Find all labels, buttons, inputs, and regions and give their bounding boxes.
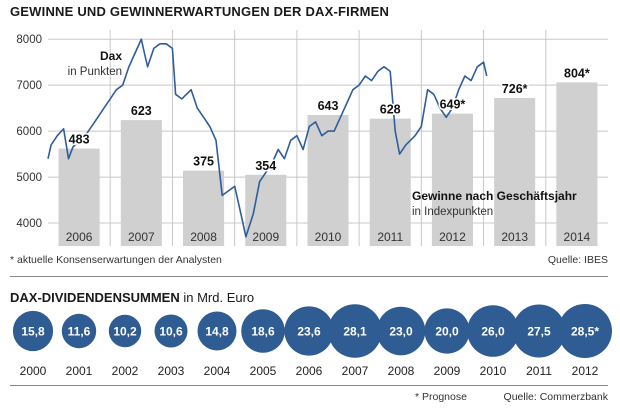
profit-bar	[494, 98, 536, 246]
dividend-bubble	[241, 309, 285, 353]
dividend-year-label: 2003	[158, 364, 185, 378]
bar-value-label: 375	[193, 155, 214, 169]
y-tick-label: 8000	[16, 34, 42, 46]
bar-value-label: 726*	[502, 82, 528, 96]
dividend-year-label: 2006	[296, 364, 323, 378]
dividend-value-label: 23,6	[297, 325, 321, 339]
profit-bar	[120, 120, 162, 246]
dividend-year-label: 2009	[434, 364, 461, 378]
dax-line	[47, 38, 488, 238]
profit-bar	[369, 118, 411, 246]
x-tick-label: 2013	[501, 230, 528, 244]
y-tick-label: 4000	[16, 218, 42, 230]
dividend-year-label: 2010	[480, 364, 507, 378]
profit-bar	[556, 82, 598, 247]
section-divider	[10, 276, 608, 277]
dividend-year-label: 2012	[572, 364, 599, 378]
dividend-value-label: 10,2	[113, 325, 137, 339]
x-tick-label: 2008	[190, 230, 217, 244]
chart-title: GEWINNE UND GEWINNERWARTUNGEN DER DAX-FI…	[10, 4, 390, 19]
dax-annotation-title: Dax	[100, 49, 122, 63]
x-tick-label: 2011	[377, 230, 403, 244]
bar-value-label: 623	[131, 104, 152, 118]
x-tick-label: 2014	[564, 230, 591, 244]
bottom-source: Quelle: Commerzbank	[503, 391, 608, 403]
top-source: Quelle: IBES	[547, 254, 608, 266]
bar-value-label: 483	[69, 133, 90, 147]
bar-value-label: 649*	[440, 98, 466, 112]
dividend-title-bold: DAX-DIVIDENDENSUMMEN	[10, 290, 180, 305]
dax-annotation-sub: in Punkten	[68, 66, 122, 78]
dividend-bubble	[284, 306, 334, 356]
dividend-bubble	[197, 311, 237, 351]
y-tick-label: 6000	[16, 126, 42, 138]
profit-bar	[431, 113, 473, 247]
profit-bar	[245, 174, 287, 246]
profit-bar	[58, 148, 100, 246]
dividend-title: DAX-DIVIDENDENSUMMEN in Mrd. Euro	[10, 290, 254, 305]
dividend-value-label: 27,5	[527, 325, 551, 339]
dividend-bubble	[61, 313, 97, 349]
dividend-year-label: 2007	[342, 364, 369, 378]
x-tick-label: 2012	[439, 230, 466, 244]
x-tick-label: 2007	[128, 230, 155, 244]
dividend-value-label: 28,1	[343, 325, 367, 339]
top-footnote: * aktuelle Konsenserwartungen der Analys…	[10, 254, 222, 266]
x-tick-label: 2006	[66, 230, 93, 244]
dividend-bubble	[512, 304, 566, 358]
x-tick-label: 2009	[252, 230, 279, 244]
dividend-year-label: 2008	[388, 364, 415, 378]
dividend-value-label: 26,0	[481, 325, 505, 339]
profit-bar	[183, 170, 225, 246]
dividend-value-label: 11,6	[68, 325, 91, 339]
dividend-bubble	[328, 304, 382, 358]
dividend-bubble	[424, 308, 470, 354]
dividend-year-label: 2000	[20, 364, 47, 378]
dividend-year-label: 2001	[66, 364, 93, 378]
dividend-value-label: 10,6	[159, 325, 183, 339]
bar-value-label: 804*	[564, 66, 590, 80]
dividend-year-label: 2004	[204, 364, 231, 378]
dividend-year-label: 2011	[526, 364, 552, 378]
profit-annotation-title: Gewinne nach Geschäftsjahr	[412, 189, 577, 203]
dividend-bubble	[108, 314, 142, 348]
dividend-bubble	[376, 306, 426, 356]
dividend-year-label: 2002	[112, 364, 139, 378]
x-tick-label: 2010	[315, 230, 342, 244]
dividend-bubble	[467, 305, 519, 357]
dividend-value-label: 14,8	[205, 325, 229, 339]
dividend-bubble	[558, 304, 612, 358]
dividend-bubble	[12, 310, 54, 352]
bottom-divider	[10, 385, 608, 386]
dividend-year-label: 2005	[250, 364, 277, 378]
profits-dax-chart: 4000 5000 6000 7000 8000 2006 2007 2008 2009 2010…	[16, 30, 608, 247]
dividend-title-unit: in Mrd. Euro	[179, 290, 255, 305]
dividend-value-label: 15,8	[21, 325, 45, 339]
dividend-value-label: 18,6	[251, 325, 275, 339]
profit-bar	[307, 115, 349, 247]
dividend-bubble	[154, 314, 188, 348]
y-tick-label: 5000	[16, 172, 42, 184]
bottom-footnote: * Prognose	[415, 391, 467, 403]
bar-value-label: 628	[380, 103, 401, 117]
bar-value-label: 643	[318, 99, 339, 113]
dividend-value-label: 28,5*	[571, 325, 599, 339]
dividend-value-label: 20,0	[435, 325, 459, 339]
bar-value-label: 354	[255, 159, 276, 173]
profit-annotation-sub: in Indexpunkten	[412, 206, 493, 218]
y-tick-label: 7000	[16, 80, 42, 92]
dividend-bubble-chart: 15,8 2000 11,6 2001 10,2 2002 10,6 2003 14,8 2004…	[12, 304, 612, 378]
dividend-value-label: 23,0	[389, 325, 413, 339]
